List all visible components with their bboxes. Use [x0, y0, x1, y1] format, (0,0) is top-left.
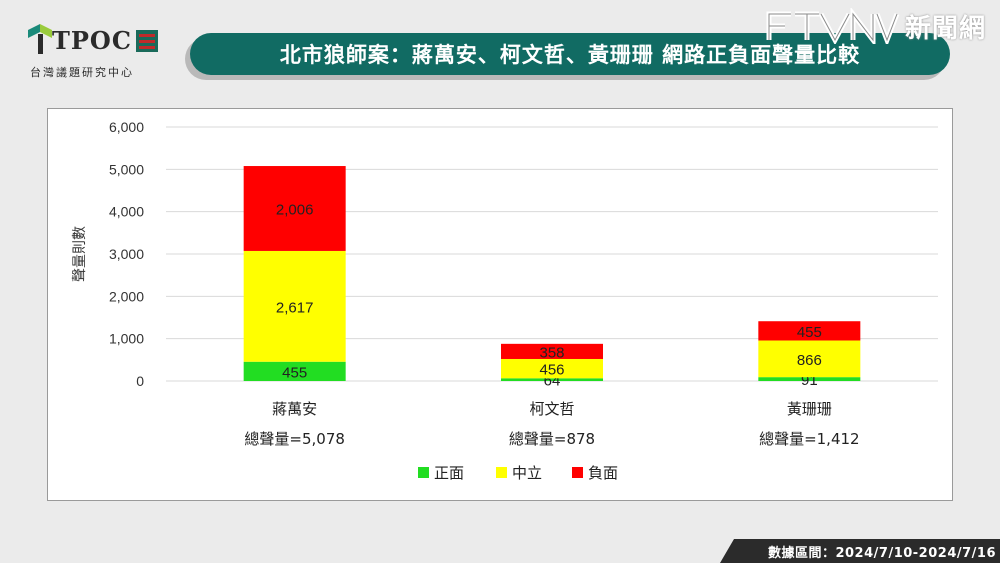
data-label: 455 — [282, 364, 307, 381]
y-tick-label: 1,000 — [109, 331, 144, 347]
bar-segment — [758, 377, 861, 381]
data-label: 2,006 — [276, 201, 314, 218]
total-label: 總聲量=878 — [509, 430, 595, 448]
bar-segment — [758, 321, 861, 341]
legend-swatch — [418, 467, 429, 478]
bar-segment — [501, 358, 603, 379]
chart-panel: 0 1,000 2,000 3,000 4,000 5,000 6,000 聲量則數 455 2,… — [47, 108, 953, 501]
data-label: 456 — [539, 362, 564, 379]
bar-segment — [243, 166, 346, 251]
legend-label: 中立 — [512, 464, 542, 482]
y-tick-label: 0 — [136, 373, 144, 389]
legend-swatch — [496, 467, 507, 478]
ftv-brand: 新聞網 — [765, 6, 986, 46]
stacked-bar-chart: 0 1,000 2,000 3,000 4,000 5,000 6,000 聲量則數 455 2,… — [71, 119, 938, 482]
logo-emblem-icon — [136, 30, 158, 52]
y-tick-label: 5,000 — [109, 161, 144, 177]
tpoc-logo: TPOC 台灣議題研究中心 — [26, 20, 166, 82]
logo-subtitle: 台灣議題研究中心 — [30, 66, 134, 79]
bar-segment — [758, 340, 861, 378]
x-tick-label: 柯文哲 — [529, 400, 574, 418]
bar-segment — [501, 378, 603, 381]
page-title: 北市狼師案：蔣萬安、柯文哲、黃珊珊 網路正負面聲量比較 — [279, 43, 861, 67]
y-axis-label: 聲量則數 — [71, 226, 88, 282]
bar-segment — [501, 343, 603, 359]
logo-name: TPOC — [52, 26, 132, 55]
brand-name: 新聞網 — [904, 13, 986, 44]
ftvn-logo-icon — [766, 8, 900, 44]
y-tick-label: 3,000 — [109, 246, 144, 262]
date-range-text: 數據區間：2024/7/10-2024/7/16 — [767, 545, 996, 561]
data-label: 455 — [797, 324, 822, 341]
legend-label: 正面 — [434, 464, 464, 482]
y-tick-label: 6,000 — [109, 119, 144, 135]
total-label: 總聲量=1,412 — [759, 430, 860, 448]
title-banner: 北市狼師案：蔣萬安、柯文哲、黃珊珊 網路正負面聲量比較 — [190, 33, 950, 75]
tpoc-logo-mark-icon — [28, 24, 52, 54]
x-tick-label: 蔣萬安 — [272, 400, 317, 418]
legend-label: 負面 — [588, 464, 618, 482]
data-label: 866 — [797, 352, 822, 369]
y-tick-label: 2,000 — [109, 288, 144, 304]
data-label: 2,617 — [276, 299, 314, 316]
bar-segment — [243, 361, 346, 381]
date-range-footer: 數據區間：2024/7/10-2024/7/16 — [720, 539, 1000, 563]
x-tick-label: 黃珊珊 — [787, 400, 832, 418]
total-label: 總聲量=5,078 — [244, 430, 345, 448]
y-tick-label: 4,000 — [109, 204, 144, 220]
data-label: 358 — [539, 344, 564, 361]
bar-segment — [243, 250, 346, 362]
legend-swatch — [572, 467, 583, 478]
